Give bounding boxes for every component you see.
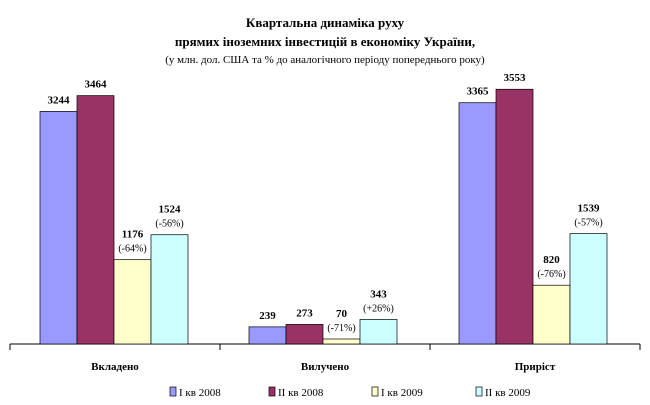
chart-subtitle: (у млн. дол. США та % до аналогічного пе… [165, 54, 485, 66]
bar-change-label: (-76%) [537, 269, 565, 280]
bar-value-label: 3365 [467, 86, 490, 98]
bar-value-label: 3464 [85, 79, 108, 91]
legend-label: І кв 2009 [381, 387, 423, 399]
bar-value-label: 343 [370, 288, 387, 300]
bar-1-1 [39, 111, 78, 345]
bar-value-label: 1176 [122, 229, 144, 241]
category-label: Приріст [515, 361, 556, 373]
bar-value-label: 3244 [48, 94, 71, 106]
bar-1-3 [113, 259, 152, 345]
legend-swatch [169, 386, 177, 397]
bar-3-4 [569, 233, 608, 345]
bar-2-3 [322, 338, 361, 345]
bar-change-label: (-57%) [574, 218, 602, 229]
bar-3-1 [458, 102, 497, 345]
legend-label: ІІ кв 2009 [485, 387, 531, 399]
bar-2-2 [285, 324, 324, 345]
bar-3-2 [495, 88, 534, 345]
bar-3-3 [532, 284, 571, 345]
bar-value-label: 1539 [578, 203, 601, 215]
chart-title-line-1: Квартальна динаміка руху [246, 15, 405, 30]
bar-change-label: (-71%) [327, 323, 355, 334]
legend-label: І кв 2008 [179, 387, 221, 399]
legend-label: ІІ кв 2008 [278, 387, 324, 399]
bar-2-1 [248, 326, 287, 345]
bar-value-label: 273 [296, 307, 313, 319]
legend-swatch [371, 386, 379, 397]
category-label: Вилучено [301, 361, 350, 373]
bar-value-label: 3553 [504, 72, 527, 84]
bar-value-label: 70 [336, 308, 348, 320]
chart-title-line-2: прямих іноземних інвестицій в економіку … [175, 34, 475, 49]
legend-swatch [475, 386, 483, 397]
bar-value-label: 1524 [159, 204, 182, 216]
bar-change-label: (-56%) [155, 219, 183, 230]
bar-2-4 [359, 319, 398, 345]
plot-area: 3244 3464 (-64%) 1176 (-56%) 1524 Вкладено 239 2… [9, 72, 641, 373]
legend-swatch [268, 386, 276, 397]
bar-value-label: 820 [543, 254, 560, 266]
category-label: Вкладено [91, 361, 139, 373]
bar-change-label: (-64%) [118, 244, 146, 255]
bar-1-2 [76, 95, 115, 345]
bar-value-label: 239 [259, 310, 276, 322]
legend: І кв 2008 ІІ кв 2008 І кв 2009 ІІ кв 2009 [169, 386, 531, 399]
bar-change-label: (+26%) [363, 303, 394, 314]
bar-1-4 [150, 234, 189, 345]
